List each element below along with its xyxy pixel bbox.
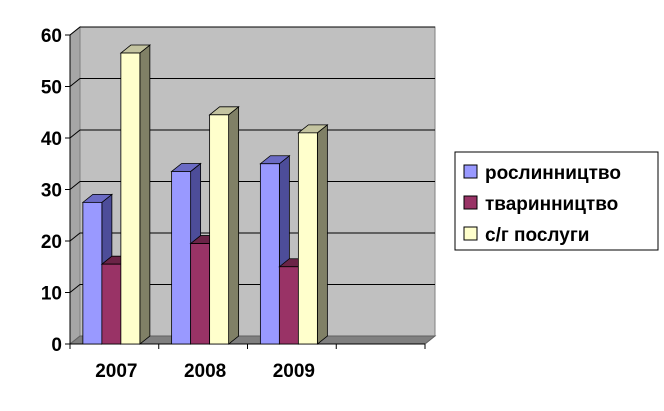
gridline xyxy=(69,26,435,36)
bar xyxy=(259,163,280,345)
bar xyxy=(190,243,211,345)
bar-side xyxy=(316,124,328,345)
bar xyxy=(120,52,141,345)
bar-side xyxy=(139,44,151,345)
y-tick-label: 20 xyxy=(41,232,62,253)
bar xyxy=(297,132,318,345)
x-category-label: 2007 xyxy=(95,361,137,382)
legend-label: с/г послуги xyxy=(485,225,589,246)
bar xyxy=(209,114,230,345)
legend-swatch xyxy=(463,164,478,179)
x-category-label: 2009 xyxy=(273,361,315,382)
y-tick-label: 10 xyxy=(41,284,62,305)
y-tick-label: 60 xyxy=(41,26,62,47)
legend-box xyxy=(454,151,659,251)
bar xyxy=(278,266,299,345)
bar xyxy=(101,263,122,345)
y-tick-label: 40 xyxy=(41,129,62,150)
gridline xyxy=(69,78,435,87)
legend-label: рослинництво xyxy=(485,163,621,184)
legend-swatch xyxy=(463,226,478,241)
bar-side xyxy=(228,105,240,345)
bar xyxy=(82,201,103,345)
legend-swatch xyxy=(463,195,478,210)
y-tick-label: 50 xyxy=(41,78,62,99)
x-category-label: 2008 xyxy=(184,361,226,382)
legend-label: тваринництво xyxy=(485,194,618,215)
y-tick-label: 0 xyxy=(51,335,62,356)
bar xyxy=(171,171,192,345)
y-tick-label: 30 xyxy=(41,181,62,202)
